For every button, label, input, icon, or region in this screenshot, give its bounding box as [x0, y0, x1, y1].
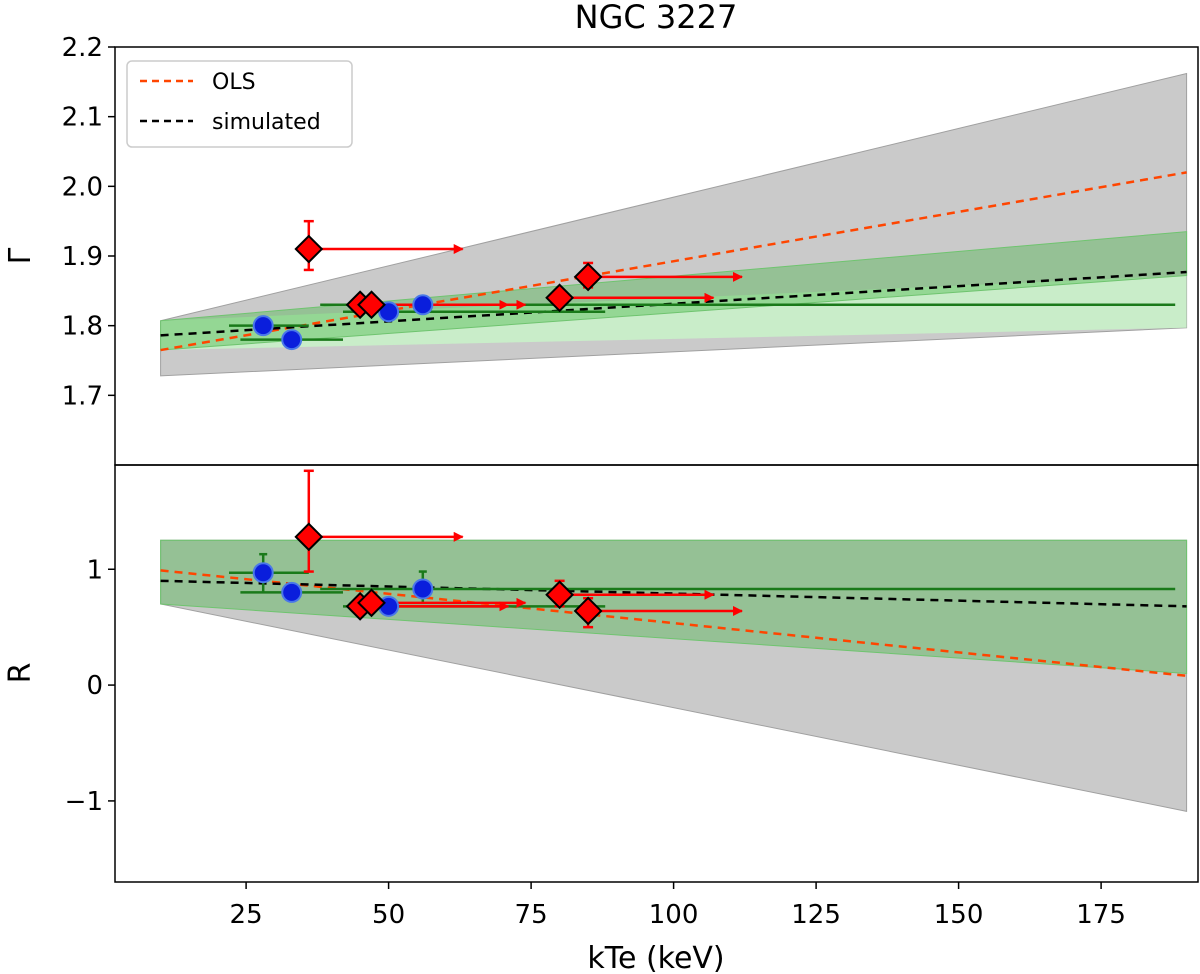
reflection-measured-point-0: [252, 562, 274, 584]
gamma-y-axis-label: Γ: [3, 247, 38, 264]
reflection-panel-frame: [114, 464, 1199, 883]
reflection-y-axis-label: R: [3, 663, 38, 684]
x-tick-label-3: 100: [649, 900, 699, 930]
reflection-y-tick-label-2: 1: [86, 555, 103, 585]
gamma-panel-content: [160, 72, 1188, 377]
legend-simulated-label: simulated: [212, 110, 321, 135]
x-tick-label-5: 150: [934, 900, 984, 930]
gamma-y-ticks: 1.7 1.8 1.9 2.0 2.1 2.2: [62, 33, 115, 411]
reflection-green-band: [160, 539, 1188, 675]
x-axis-label: kTe (keV): [587, 941, 724, 974]
x-tick-label-1: 50: [372, 900, 405, 930]
reflection-y-tick-label-0: −1: [65, 787, 103, 817]
gamma-y-tick-label-0: 1.7: [62, 381, 103, 411]
gamma-limit-point-0: [294, 234, 324, 264]
reflection-limit-point-4: [573, 596, 603, 626]
legend-ols-label: OLS: [212, 70, 256, 95]
gamma-limit-point-3: [545, 283, 575, 313]
reflection-simulated-line: [160, 579, 1187, 608]
legend: OLS simulated: [126, 60, 353, 148]
reflection-limit-point-3: [545, 580, 575, 610]
chart-title: NGC 3227: [575, 0, 738, 36]
reflection-measured-point-1: [281, 581, 303, 603]
x-tick-label-4: 125: [791, 900, 841, 930]
gamma-limit-point-2: [357, 290, 386, 320]
gamma-simulated-line: [160, 270, 1187, 337]
x-tick-label-2: 75: [515, 900, 548, 930]
gamma-limit-point-4: [573, 262, 603, 292]
gamma-y-tick-label-1: 1.8: [62, 312, 103, 342]
gamma-measured-point-3: [412, 294, 434, 316]
reflection-y-ticks: −1 0 1: [65, 555, 115, 817]
reflection-y-tick-label-1: 0: [86, 671, 103, 701]
gamma-y-tick-label-3: 2.0: [62, 172, 103, 202]
reflection-limit-point-2: [357, 588, 386, 618]
gamma-measured-point-2: [378, 301, 400, 323]
gamma-y-tick-label-4: 2.1: [62, 103, 103, 133]
legend-frame: [126, 60, 353, 148]
gamma-y-tick-label-2: 1.9: [62, 242, 103, 272]
reflection-measured-point-3: [412, 578, 434, 600]
reflection-panel-content: [160, 469, 1188, 812]
gamma-measured-point-1: [281, 329, 303, 351]
x-ticks: 25 50 75 100 125 150 175: [230, 882, 1126, 930]
gamma-ols-line: [160, 171, 1187, 352]
gamma-measured-point-0: [252, 315, 274, 337]
gamma-y-tick-label-5: 2.2: [62, 33, 103, 63]
x-tick-label-0: 25: [230, 900, 263, 930]
x-tick-label-6: 175: [1076, 900, 1126, 930]
reflection-limit-point-0: [294, 522, 324, 552]
